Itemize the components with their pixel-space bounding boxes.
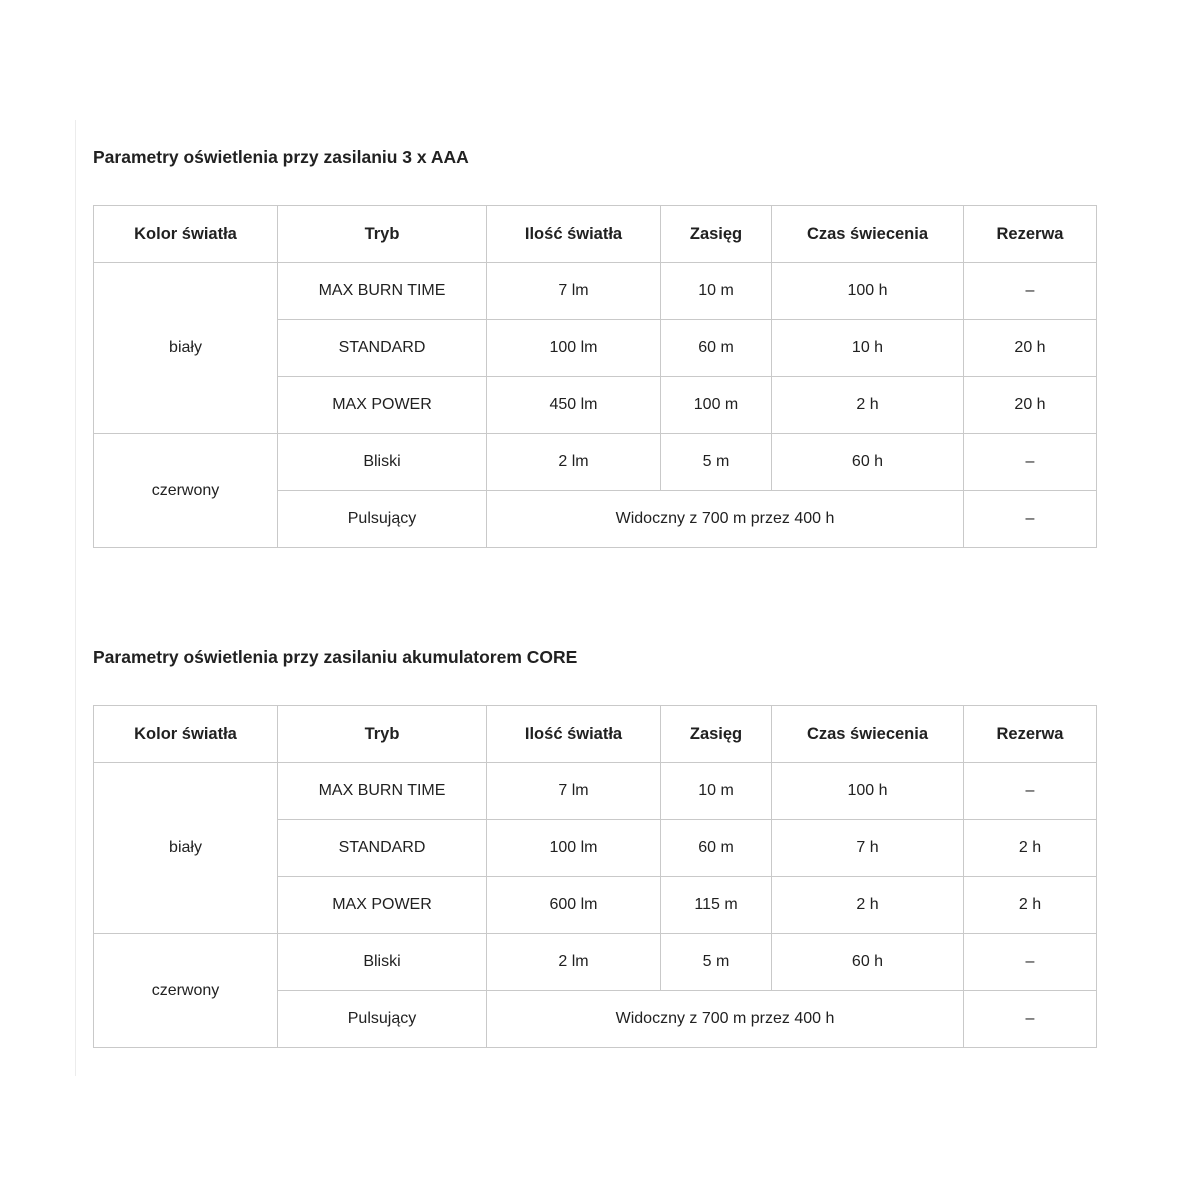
section-title: Parametry oświetlenia przy zasilaniu aku… <box>93 647 578 667</box>
table-row: Pulsujący Widoczny z 700 m przez 400 h – <box>94 990 1097 1048</box>
cell-ilosc: 100 lm <box>486 819 661 877</box>
cell-zasieg: 10 m <box>660 262 772 320</box>
cell-tryb: STANDARD <box>277 319 487 377</box>
table-header-row: Kolor światła Tryb Ilość światła Zasięg … <box>93 705 1097 763</box>
cell-rezerwa: 20 h <box>963 319 1097 377</box>
content-column: Parametry oświetlenia przy zasilaniu 3 x… <box>75 120 1125 1076</box>
cell-tryb: STANDARD <box>277 819 487 877</box>
header-kolor-swiatla: Kolor światła <box>93 205 278 263</box>
cell-ilosc: 7 lm <box>486 762 661 820</box>
cell-czas: 7 h <box>771 819 964 877</box>
section-aaa: Parametry oświetlenia przy zasilaniu 3 x… <box>93 146 1125 548</box>
table-row: biały MAX BURN TIME 7 lm 10 m 100 h – <box>93 762 1097 934</box>
header-ilosc-swiatla: Ilość światła <box>486 705 661 763</box>
header-zasieg: Zasięg <box>660 205 772 263</box>
header-zasieg: Zasięg <box>660 705 772 763</box>
cell-color-group: biały <box>93 762 278 934</box>
cell-ilosc: 2 lm <box>486 933 661 991</box>
cell-tryb: Bliski <box>277 433 487 491</box>
cell-zasieg: 115 m <box>660 876 772 934</box>
cell-color-group: biały <box>93 262 278 434</box>
table-row: Pulsujący Widoczny z 700 m przez 400 h – <box>94 490 1097 548</box>
cell-tryb: MAX POWER <box>277 876 487 934</box>
cell-czas: 60 h <box>771 933 964 991</box>
cell-rezerwa: – <box>963 433 1097 491</box>
cell-tryb: MAX POWER <box>277 376 487 434</box>
table-row: czerwony Bliski 2 lm 5 m 60 h – <box>93 933 1097 1048</box>
cell-rezerwa: – <box>963 990 1097 1048</box>
cell-zasieg: 60 m <box>660 319 772 377</box>
header-rezerwa: Rezerwa <box>963 205 1097 263</box>
header-rezerwa: Rezerwa <box>963 705 1097 763</box>
cell-rezerwa: 20 h <box>963 376 1097 434</box>
header-ilosc-swiatla: Ilość światła <box>486 205 661 263</box>
cell-tryb: MAX BURN TIME <box>277 262 487 320</box>
cell-zasieg: 5 m <box>660 433 772 491</box>
cell-ilosc: 2 lm <box>486 433 661 491</box>
cell-czas: 60 h <box>771 433 964 491</box>
cell-color-group: czerwony <box>93 933 278 1048</box>
cell-tryb: Bliski <box>277 933 487 991</box>
cell-ilosc: 100 lm <box>486 319 661 377</box>
table-row: MAX POWER 450 lm 100 m 2 h 20 h <box>94 376 1097 434</box>
cell-czas: 10 h <box>771 319 964 377</box>
cell-czas: 2 h <box>771 376 964 434</box>
cell-zasieg: 100 m <box>660 376 772 434</box>
cell-rezerwa: 2 h <box>963 819 1097 877</box>
spec-table-aaa: Kolor światła Tryb Ilość światła Zasięg … <box>93 205 1097 548</box>
cell-ilosc: 7 lm <box>486 262 661 320</box>
cell-zasieg: 60 m <box>660 819 772 877</box>
section-title: Parametry oświetlenia przy zasilaniu 3 x… <box>93 147 469 167</box>
cell-czas: 100 h <box>771 762 964 820</box>
cell-rezerwa: – <box>963 762 1097 820</box>
header-czas-swiecenia: Czas świecenia <box>771 205 964 263</box>
cell-ilosc: 600 lm <box>486 876 661 934</box>
cell-rezerwa: – <box>963 262 1097 320</box>
table-row: STANDARD 100 lm 60 m 10 h 20 h <box>94 319 1097 377</box>
cell-color-group: czerwony <box>93 433 278 548</box>
header-tryb: Tryb <box>277 205 487 263</box>
header-tryb: Tryb <box>277 705 487 763</box>
header-kolor-swiatla: Kolor światła <box>93 705 278 763</box>
cell-tryb: MAX BURN TIME <box>277 762 487 820</box>
cell-rezerwa: – <box>963 490 1097 548</box>
cell-zasieg: 10 m <box>660 762 772 820</box>
section-core: Parametry oświetlenia przy zasilaniu aku… <box>93 646 1125 1048</box>
cell-tryb: Pulsujący <box>277 490 487 548</box>
header-czas-swiecenia: Czas świecenia <box>771 705 964 763</box>
spec-table-core: Kolor światła Tryb Ilość światła Zasięg … <box>93 705 1097 1048</box>
table-row: biały MAX BURN TIME 7 lm 10 m 100 h – <box>93 262 1097 434</box>
cell-czas: 2 h <box>771 876 964 934</box>
table-row: czerwony Bliski 2 lm 5 m 60 h – <box>93 433 1097 548</box>
cell-zasieg: 5 m <box>660 933 772 991</box>
cell-merged-visibility: Widoczny z 700 m przez 400 h <box>486 490 964 548</box>
cell-ilosc: 450 lm <box>486 376 661 434</box>
cell-rezerwa: 2 h <box>963 876 1097 934</box>
table-header-row: Kolor światła Tryb Ilość światła Zasięg … <box>93 205 1097 263</box>
cell-rezerwa: – <box>963 933 1097 991</box>
table-row: MAX POWER 600 lm 115 m 2 h 2 h <box>94 876 1097 934</box>
cell-czas: 100 h <box>771 262 964 320</box>
cell-tryb: Pulsujący <box>277 990 487 1048</box>
cell-merged-visibility: Widoczny z 700 m przez 400 h <box>486 990 964 1048</box>
